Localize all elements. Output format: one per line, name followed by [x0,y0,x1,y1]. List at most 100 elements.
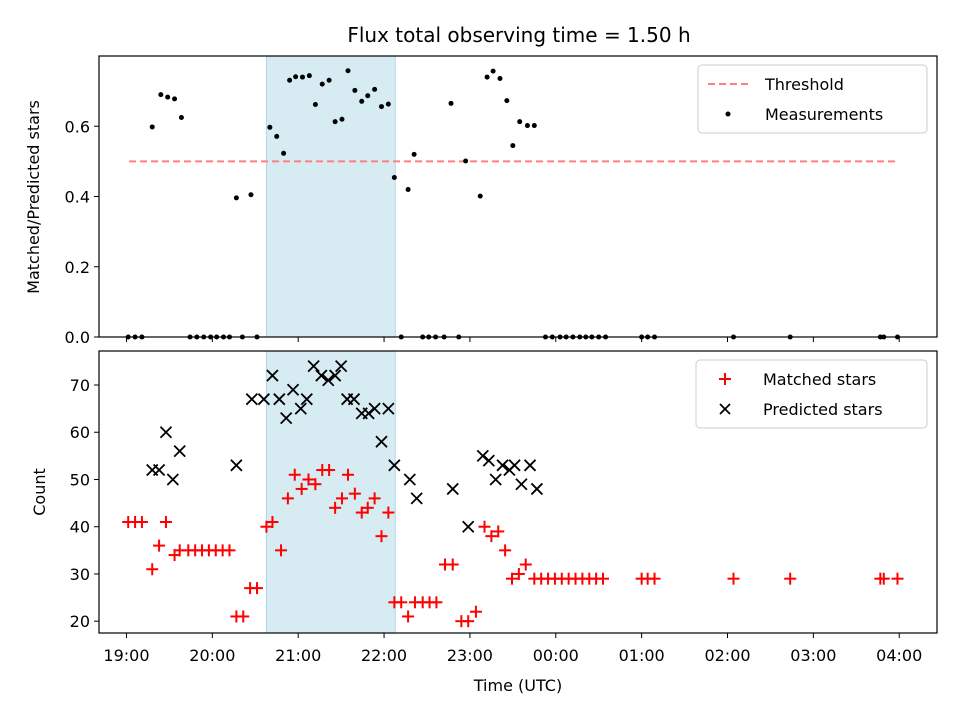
measurements-point [172,96,178,102]
predicted-stars-point [508,459,521,472]
measurements-point [385,101,391,107]
predicted-stars-point [294,402,307,415]
matched-stars-point [395,596,408,609]
matched-stars-point [146,563,159,576]
top-y-tick-label: 0.6 [65,117,90,136]
bottom-y-tick-label: 20 [70,612,90,631]
legend-measurements-swatch [725,111,731,117]
matched-stars-point [309,478,322,491]
matched-stars-point [266,515,279,528]
x-tick-label: 23:00 [447,646,493,665]
measurements-point [293,74,299,80]
predicted-stars-point [307,359,320,373]
bottom-panel: 20 30 40 50 60 70 19:00 20:00 21:00 22:00 23:00 00… [30,350,938,695]
matched-stars-point [492,525,505,538]
matched-stars-point [430,596,443,609]
predicted-stars-point [159,426,173,439]
matched-stars-point [648,572,661,585]
x-tick-label: 04:00 [876,646,922,665]
matched-stars-point [275,544,288,557]
matched-stars-point [446,558,459,571]
measurements-point [274,133,280,139]
measurements-point [149,124,155,130]
measurements-point [352,87,358,93]
matched-stars-point [329,501,342,514]
measurements-point [281,150,287,156]
bottom-y-tick-label: 40 [70,518,90,537]
matched-stars-point [135,515,148,528]
matched-stars-point [237,610,250,623]
predicted-stars-point [286,383,300,396]
predicted-stars-point [375,435,388,448]
matched-stars-point [355,506,368,519]
matched-stars-point [302,473,315,486]
bottom-plot-frame [98,350,938,634]
matched-stars-point [485,530,498,543]
matched-stars-point [295,482,308,495]
predicted-stars-point [410,492,423,505]
bottom-legend[interactable]: Matched stars Predicted stars [695,359,928,429]
top-marks [125,68,901,340]
legend-predicted-label: Predicted stars [763,400,883,419]
predicted-stars-point [496,459,509,472]
predicted-stars-point [347,393,361,406]
x-tick-label: 19:00 [103,646,149,665]
predicted-stars-point [266,369,279,382]
top-legend[interactable]: Threshold Measurements [697,64,928,134]
predicted-stars-point [515,478,528,491]
measurements-point [448,100,454,106]
legend-matched-swatch [719,373,731,385]
measurements-point [524,123,530,129]
matched-stars-point [512,567,525,580]
predicted-stars-point [446,482,459,496]
predicted-stars-point [382,402,395,415]
x-tick-label: 02:00 [704,646,750,665]
matched-stars-point [323,464,336,477]
top-y-tick-label: 0.4 [65,188,90,207]
predicted-stars-point [322,374,335,387]
predicted-stars-point [152,463,166,477]
matched-stars-point [499,544,512,557]
matched-stars-point [288,468,301,481]
measurements-point [299,74,305,80]
legend-measurements-label: Measurements [765,105,883,124]
matched-stars-point [153,539,166,552]
top-y-tick-label: 0.0 [65,328,90,347]
predicted-stars-point [300,393,313,406]
measurements-point [484,74,490,80]
measurements-point [312,101,318,107]
measurements-point [405,186,411,192]
matched-stars-point [469,605,482,618]
predicted-stars-point [173,445,186,458]
measurements-point [178,114,184,120]
predicted-stars-point [245,393,258,406]
measurements-point [165,94,171,100]
bottom-y-tick-label: 50 [70,470,90,489]
matched-stars-point [382,506,395,519]
legend-matched-label: Matched stars [763,370,876,389]
predicted-stars-point [280,411,293,425]
bottom-y-tick-label: 70 [70,376,90,395]
measurements-point [233,195,239,201]
bottom-y-axis: 20 30 40 50 60 70 [70,376,99,631]
matched-stars-point [597,572,610,585]
measurements-point [463,158,469,164]
matched-stars-point [462,615,475,628]
bottom-marks [122,359,904,628]
predicted-stars-point [388,459,401,472]
legend-predicted-swatch [719,403,731,415]
matched-stars-point [891,572,904,585]
top-highlight-span [265,55,396,338]
x-tick-label: 22:00 [361,646,407,665]
measurements-point [319,81,325,87]
bottom-highlight-span [265,350,396,634]
matched-stars-point [727,572,740,585]
bottom-x-axis-label: Time (UTC) [473,676,562,695]
bottom-legend-box [695,359,928,429]
measurements-point [345,68,351,74]
matched-stars-point [335,492,348,505]
top-panel: 0.0 0.2 0.4 0.6 Matched/Predicted stars Thr… [24,55,938,347]
measurements-point [378,104,384,110]
matched-stars-point [348,487,361,500]
